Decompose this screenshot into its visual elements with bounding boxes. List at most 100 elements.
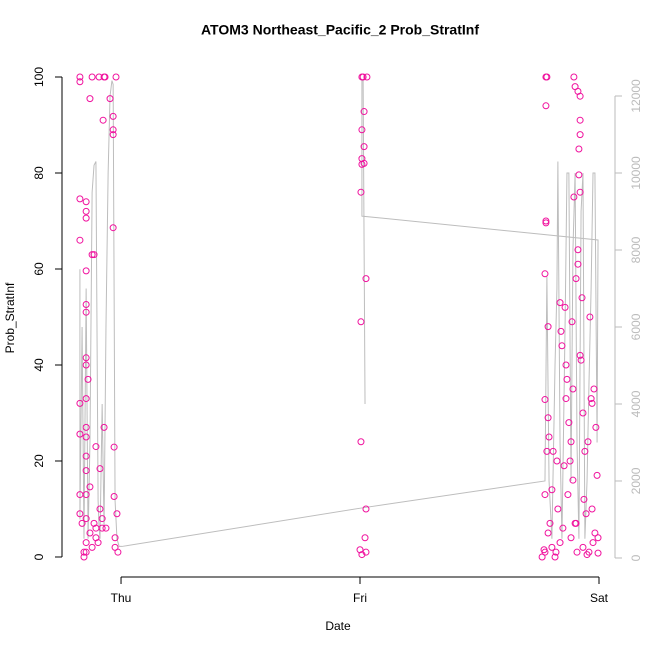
data-point	[541, 270, 549, 278]
data-point	[82, 301, 90, 309]
data-point	[356, 546, 364, 554]
data-point	[360, 108, 368, 116]
data-point	[556, 539, 564, 547]
data-point	[76, 399, 84, 407]
y-tick-label: 0	[32, 553, 46, 560]
data-point	[588, 399, 596, 407]
data-point	[560, 462, 568, 470]
y-tick-label: 100	[32, 67, 46, 87]
data-point	[98, 515, 106, 523]
data-point	[557, 327, 565, 335]
data-point	[109, 224, 117, 232]
data-line	[79, 80, 599, 547]
data-point	[545, 433, 553, 441]
data-point	[109, 112, 117, 120]
data-point	[543, 73, 551, 81]
data-point	[92, 443, 100, 451]
data-point	[360, 159, 368, 167]
data-point	[86, 483, 94, 491]
data-point	[358, 126, 366, 134]
data-point	[82, 467, 90, 475]
data-point	[582, 510, 590, 518]
data-point	[594, 549, 602, 557]
data-point	[576, 131, 584, 139]
y2-tick-label: 10000	[629, 156, 643, 190]
data-point	[96, 465, 104, 473]
data-point	[99, 116, 107, 124]
data-point	[76, 73, 84, 81]
data-point	[101, 73, 109, 81]
data-point	[573, 548, 581, 556]
data-point	[540, 546, 548, 554]
data-point	[82, 354, 90, 362]
data-point	[111, 534, 119, 542]
data-point	[583, 551, 591, 559]
data-point	[362, 505, 370, 513]
data-point	[558, 342, 566, 350]
data-point	[88, 543, 96, 551]
data-point	[565, 419, 573, 427]
data-point	[559, 524, 567, 532]
data-point	[541, 491, 549, 499]
data-point	[546, 519, 554, 527]
data-point	[572, 275, 580, 283]
data-point	[82, 491, 90, 499]
data-point	[593, 471, 601, 479]
data-point	[570, 73, 578, 81]
data-point	[579, 543, 587, 551]
data-point	[548, 543, 556, 551]
data-point	[568, 318, 576, 326]
data-point	[581, 447, 589, 455]
data-point	[76, 195, 84, 203]
data-point	[571, 519, 579, 527]
chart-title: ATOM3 Northeast_Pacific_2 Prob_StratInf	[201, 22, 479, 38]
data-point	[357, 188, 365, 196]
data-point	[589, 539, 597, 547]
data-point	[359, 73, 367, 81]
data-point	[109, 126, 117, 134]
data-point	[542, 102, 550, 110]
data-point	[544, 323, 552, 331]
data-point	[567, 438, 575, 446]
data-point	[592, 423, 600, 431]
y2-tick-label: 0	[629, 554, 643, 561]
data-point	[576, 188, 584, 196]
data-point	[566, 457, 574, 465]
data-point	[358, 551, 366, 559]
data-point	[576, 351, 584, 359]
data-point	[109, 131, 117, 139]
data-point	[90, 251, 98, 259]
data-point	[76, 236, 84, 244]
data-point	[538, 553, 546, 561]
data-point	[553, 457, 561, 465]
x-tick-label: Sat	[590, 591, 609, 605]
data-point	[76, 78, 84, 86]
data-point	[360, 143, 368, 151]
data-point	[96, 505, 104, 513]
data-point	[82, 361, 90, 369]
data-point	[82, 395, 90, 403]
data-point	[362, 275, 370, 283]
data-point	[562, 395, 570, 403]
data-point	[561, 303, 569, 311]
data-point	[98, 524, 106, 532]
data-point	[584, 438, 592, 446]
y-tick-label: 20	[32, 454, 46, 468]
data-point	[575, 145, 583, 153]
data-point	[574, 246, 582, 254]
data-point	[570, 193, 578, 201]
data-point	[591, 529, 599, 537]
data-point	[82, 423, 90, 431]
data-point	[556, 299, 564, 307]
data-point	[544, 529, 552, 537]
data-point	[542, 217, 550, 225]
data-point	[357, 318, 365, 326]
data-point	[82, 207, 90, 215]
data-point	[551, 553, 559, 561]
x-axis-label: Date	[325, 619, 351, 633]
y2-tick-label: 4000	[629, 390, 643, 417]
data-point	[586, 313, 594, 321]
data-point	[100, 423, 108, 431]
x-tick-label: Fri	[353, 591, 367, 605]
